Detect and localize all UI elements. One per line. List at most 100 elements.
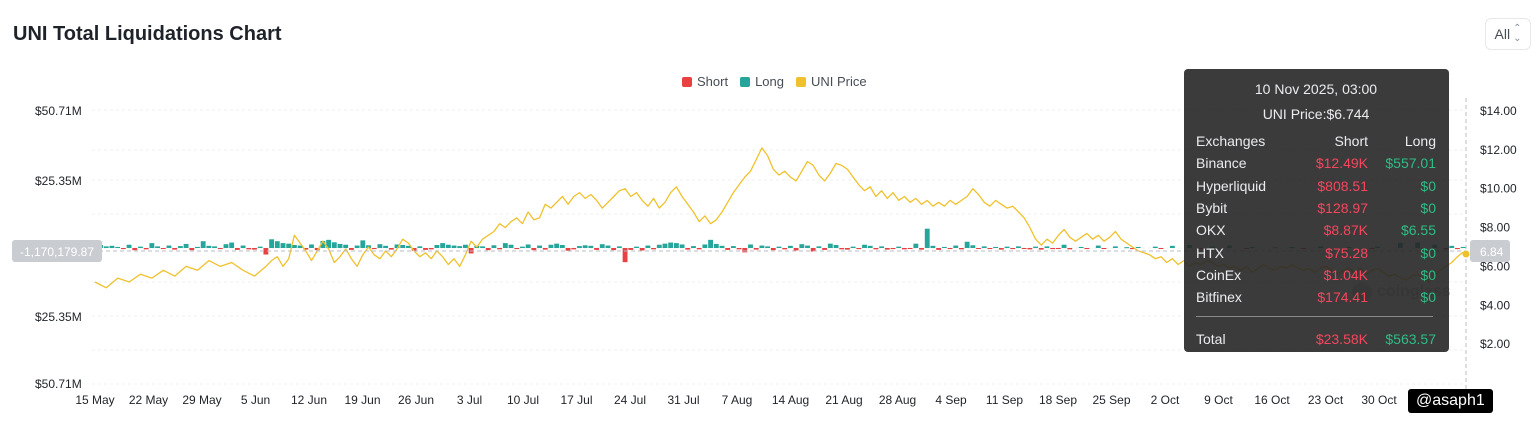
tooltip-price-row: UNI Price:$6.744 <box>1196 106 1436 122</box>
tooltip-short-value: $128.97 <box>1317 200 1368 217</box>
legend-item-short[interactable]: Short <box>682 74 728 89</box>
long-bar <box>605 245 611 248</box>
x-tick: 15 May <box>75 393 114 407</box>
legend-item-long[interactable]: Long <box>740 74 784 89</box>
long-bar <box>1016 246 1021 248</box>
long-bar <box>195 246 200 248</box>
long-bar <box>662 243 668 248</box>
short-bar <box>143 248 149 250</box>
long-bar <box>451 245 457 248</box>
x-tick: 5 Jun <box>241 393 270 407</box>
tooltip-short-value: $808.51 <box>1317 177 1368 194</box>
long-bar <box>867 245 873 248</box>
short-bar <box>246 248 252 250</box>
short-bar <box>1021 248 1027 249</box>
long-bar <box>691 246 696 248</box>
long-bar <box>765 246 771 248</box>
long-bar <box>155 246 160 248</box>
short-bar <box>1027 248 1033 250</box>
short-bar <box>856 248 862 250</box>
long-bar <box>212 246 217 248</box>
short-bar <box>132 248 138 251</box>
tooltip-exchange: Bybit <box>1196 200 1228 217</box>
long-bar <box>360 240 366 248</box>
long-bar <box>879 246 885 248</box>
long-bar <box>394 244 400 248</box>
tooltip-short-value: $75.28 <box>1325 244 1368 261</box>
tooltip-long-value: $0 <box>1420 177 1436 194</box>
long-bar <box>377 244 383 248</box>
long-bar <box>149 243 155 248</box>
long-bar <box>520 246 525 248</box>
short-bar <box>873 248 879 250</box>
short-bar <box>411 248 417 251</box>
long-bar <box>1044 246 1050 248</box>
long-bar <box>440 243 446 248</box>
long-bar <box>1124 247 1130 249</box>
long-bar <box>126 244 132 248</box>
long-bar <box>708 239 714 248</box>
short-bar <box>428 248 434 250</box>
x-tick: 31 Jul <box>667 393 699 407</box>
short-bar <box>770 248 776 251</box>
long-bar <box>805 245 810 248</box>
long-bar <box>320 240 326 248</box>
tooltip-long-value: $0 <box>1420 266 1436 283</box>
right-tick: $12.00 <box>1480 143 1517 157</box>
short-bar <box>565 248 571 251</box>
long-bar <box>577 246 582 248</box>
long-bar <box>1460 246 1466 248</box>
short-bar <box>1010 248 1016 250</box>
long-bar <box>297 245 303 248</box>
short-bar <box>1101 248 1107 249</box>
tooltip-long-value: $0 <box>1420 200 1436 217</box>
long-bar <box>480 246 485 248</box>
short-bar <box>651 248 656 250</box>
tooltip-short-value: $1.04K <box>1323 266 1368 283</box>
tooltip-exchange: OKX <box>1196 222 1226 239</box>
short-bar <box>217 248 223 250</box>
tooltip-exchange: Hyperliquid <box>1196 177 1267 194</box>
short-bar <box>919 248 924 250</box>
time-range-select[interactable]: All ⌃ ⌄ <box>1485 18 1531 50</box>
long-bar <box>924 228 930 248</box>
tooltip-header-row: Exchanges Short Long <box>1196 130 1436 152</box>
long-bar <box>115 246 121 248</box>
short-bar <box>1084 248 1090 250</box>
legend-label-long: Long <box>755 74 784 89</box>
x-tick: 9 Oct <box>1204 393 1233 407</box>
crosshair-left-tag-bg <box>12 240 102 262</box>
short-bar <box>782 248 788 250</box>
right-tick: $14.00 <box>1480 104 1517 118</box>
long-bar <box>269 239 275 248</box>
x-tick: 4 Sep <box>935 393 967 407</box>
long-bar <box>588 245 594 248</box>
short-bar <box>1055 248 1061 249</box>
tooltip-total-short: $23.58K <box>1315 330 1368 347</box>
tooltip-exchange: CoinEx <box>1196 266 1242 283</box>
short-bar <box>907 248 913 249</box>
tooltip-long-value: $557.01 <box>1385 155 1436 172</box>
long-bar <box>759 245 765 248</box>
x-tick: 11 Sep <box>986 393 1023 407</box>
short-bar <box>936 248 942 250</box>
chevron-updown-icon: ⌃ ⌄ <box>1513 23 1522 44</box>
long-bar <box>981 246 987 248</box>
x-tick: 23 Oct <box>1308 393 1344 407</box>
x-tick: 25 Sep <box>1092 393 1130 407</box>
crosshair-right-tag-bg <box>1470 240 1510 262</box>
tooltip-total-long: $563.57 <box>1385 330 1436 347</box>
legend-item-uni-price[interactable]: UNI Price <box>796 74 867 89</box>
short-bar <box>628 248 634 250</box>
right-tick: $4.00 <box>1480 298 1510 312</box>
tooltip-row: Hyperliquid $808.51 $0 <box>1196 175 1436 197</box>
long-bar <box>548 244 554 248</box>
long-bar <box>103 246 109 248</box>
tooltip-header-exchanges: Exchanges <box>1196 133 1266 150</box>
long-bar <box>525 244 531 248</box>
short-bar <box>639 248 645 251</box>
x-tick: 14 Aug <box>772 393 809 407</box>
right-tick: $6.00 <box>1480 259 1510 273</box>
short-bar <box>622 248 628 263</box>
